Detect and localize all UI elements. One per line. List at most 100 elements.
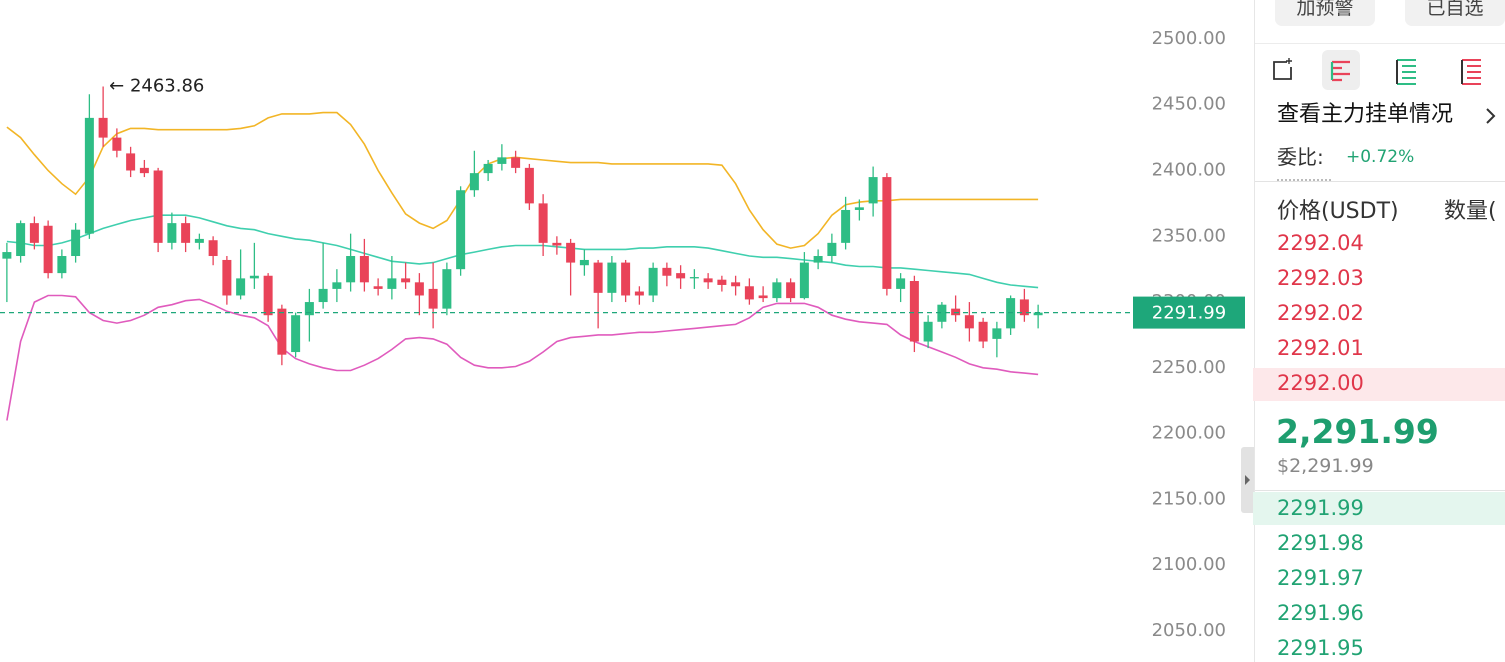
collapse-icon (1245, 475, 1250, 485)
candle-body (126, 153, 136, 171)
y-tick-label: 2500.00 (1152, 28, 1226, 49)
watchlist-button[interactable]: 已自选 (1405, 0, 1505, 26)
candle-body (909, 281, 919, 342)
candle-body (689, 277, 699, 279)
candle-body (29, 223, 39, 243)
asks-view[interactable] (1461, 59, 1481, 85)
candle-body (442, 269, 452, 309)
candle-body (566, 242, 576, 263)
candle-body (662, 267, 672, 276)
candle-body (896, 278, 906, 289)
ask-price[interactable]: 2292.04 (1277, 231, 1364, 255)
add-icon[interactable] (1273, 58, 1292, 80)
candle-body (469, 173, 479, 191)
candle-body (153, 170, 163, 243)
y-tick-label: 2400.00 (1152, 159, 1226, 180)
candle-body (57, 256, 67, 274)
candle-body (786, 282, 796, 299)
candle-body (937, 304, 947, 322)
candle-body (43, 225, 53, 274)
underline (1277, 179, 1331, 181)
order-link[interactable]: 查看主力挂单情况 (1277, 102, 1454, 127)
candle-body (992, 328, 1002, 339)
bid-price[interactable]: 2291.98 (1277, 531, 1364, 555)
divider (1255, 43, 1505, 44)
candle-body (579, 259, 589, 266)
ask-price[interactable]: 2292.01 (1277, 336, 1364, 360)
candle-body (978, 321, 988, 342)
ask-price[interactable]: 2292.00 (1277, 371, 1364, 395)
candle-body (964, 315, 974, 329)
collapse-handle[interactable] (1241, 447, 1254, 513)
ratio-value: +0.72% (1346, 147, 1415, 167)
candle-body (634, 291, 644, 296)
ratio-label: 委比: (1277, 145, 1324, 169)
ask-highlight (1253, 368, 1505, 401)
candle-body (139, 167, 149, 174)
last-price-usd: $2,291.99 (1277, 455, 1374, 477)
max-annotation: ← 2463.86 (109, 75, 204, 96)
bid-price[interactable]: 2291.97 (1277, 566, 1364, 590)
max-label: 2463.86 (130, 75, 204, 96)
chart: 2500.002450.002400.002350.002300.002250.… (0, 28, 1245, 641)
candle-body (882, 177, 892, 289)
bids-view[interactable] (1396, 59, 1416, 85)
candle-body (208, 240, 218, 257)
chevron (1486, 108, 1496, 124)
candle-body (799, 262, 809, 299)
ask-price[interactable]: 2292.03 (1277, 266, 1364, 290)
candle-body (387, 278, 397, 289)
divider (1255, 490, 1505, 491)
alert-button[interactable]: 加预警 (1275, 0, 1375, 26)
candle-body (607, 262, 617, 293)
candle-body (841, 209, 851, 243)
candle-body (428, 288, 438, 309)
candle-body (772, 282, 782, 299)
band-line (6, 294, 1039, 421)
candle-body (167, 223, 177, 243)
candle-body (181, 223, 191, 243)
candle-body (483, 163, 493, 174)
candle-body (511, 157, 521, 168)
candle-body (304, 302, 314, 316)
bid-price[interactable]: 2291.99 (1277, 496, 1364, 520)
candle-body (2, 252, 12, 259)
bid-price[interactable]: 2291.96 (1277, 601, 1364, 625)
last-price-label: 2291.99 (1152, 303, 1226, 324)
amount-column: 数量( (1444, 199, 1497, 224)
candle-body (497, 157, 507, 164)
y-tick-label: 2050.00 (1152, 620, 1226, 641)
candle-body (359, 256, 369, 283)
candle-body (332, 282, 342, 289)
candle-body (744, 286, 754, 300)
candle-body (112, 137, 122, 151)
y-tick-label: 2250.00 (1152, 357, 1226, 378)
candle-body (827, 242, 837, 257)
candle-body (263, 275, 273, 316)
candle-body (813, 256, 823, 263)
bid-price[interactable]: 2291.95 (1277, 636, 1364, 660)
y-tick-label: 2150.00 (1152, 488, 1226, 509)
candle-body (414, 282, 424, 296)
candle-body (401, 278, 411, 283)
candle-body (346, 256, 356, 283)
ask-price[interactable]: 2292.02 (1277, 301, 1364, 325)
y-tick-label: 2450.00 (1152, 94, 1226, 115)
candle-body (676, 273, 686, 279)
candle-body (538, 203, 548, 243)
candle-body (222, 259, 232, 296)
last-price: 2,291.99 (1276, 412, 1439, 451)
candle-body (758, 295, 768, 299)
candle-body (951, 308, 961, 316)
active-view[interactable] (1322, 50, 1360, 90)
candle-body (318, 288, 328, 303)
candle-body (1033, 312, 1043, 316)
candle-body (621, 262, 631, 296)
panel-border (1254, 0, 1255, 662)
candle-body (98, 117, 108, 138)
candle-body (593, 262, 603, 293)
candle-body (291, 315, 301, 353)
y-tick-label: 2350.00 (1152, 225, 1226, 246)
